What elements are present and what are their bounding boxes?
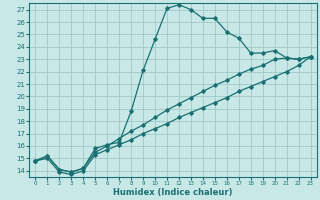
X-axis label: Humidex (Indice chaleur): Humidex (Indice chaleur)	[113, 188, 233, 197]
